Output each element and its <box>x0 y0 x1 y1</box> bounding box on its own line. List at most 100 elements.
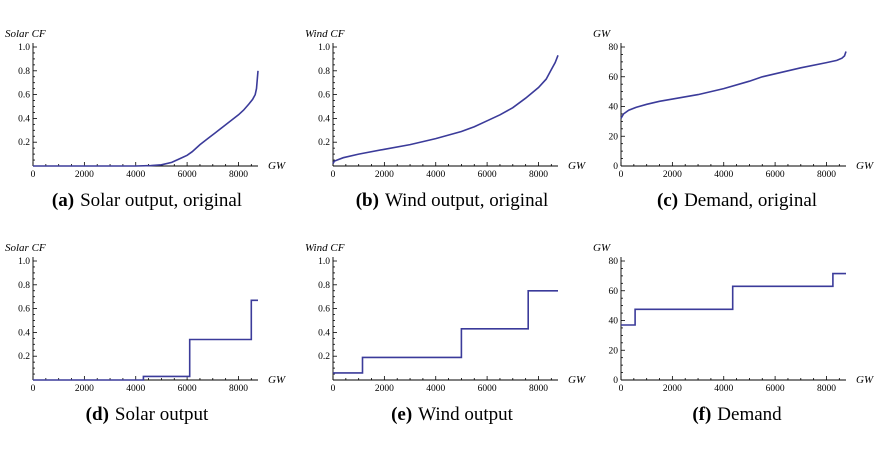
x-axis-label: GW <box>568 160 586 172</box>
x-tick-label: 2000 <box>75 170 94 180</box>
y-tick-label: 0.2 <box>318 138 330 148</box>
y-axis-label: Solar CF <box>5 242 46 254</box>
panel-caption: (b) Wind output, original <box>356 190 549 211</box>
series-line <box>333 289 558 374</box>
x-tick-label: 0 <box>31 384 36 394</box>
caption-text: Solar output <box>115 404 209 425</box>
y-tick-label: 60 <box>609 287 619 297</box>
caption-text: Demand, original <box>684 190 817 211</box>
y-tick-label: 0.8 <box>318 281 330 291</box>
y-tick-label: 60 <box>609 73 619 83</box>
y-tick-label: 80 <box>609 257 619 267</box>
x-tick-label: 2000 <box>75 384 94 394</box>
y-tick-label: 0.4 <box>318 114 330 124</box>
x-tick-label: 8000 <box>817 384 836 394</box>
x-axis-label: GW <box>268 374 286 386</box>
x-tick-label: 8000 <box>229 384 248 394</box>
y-tick-label: 0 <box>613 162 618 172</box>
x-tick-label: 8000 <box>229 170 248 180</box>
x-tick-label: 8000 <box>529 170 548 180</box>
x-tick-label: 4000 <box>126 170 145 180</box>
y-tick-label: 0.2 <box>18 352 30 362</box>
series-line <box>33 70 259 167</box>
y-tick-label: 0.6 <box>18 91 30 101</box>
x-tick-label: 0 <box>31 170 36 180</box>
y-tick-label: 0.8 <box>18 67 30 77</box>
x-tick-label: 6000 <box>178 384 197 394</box>
caption-text: Demand <box>717 404 782 425</box>
caption-letter: (a) <box>52 190 74 211</box>
chart-panel-b: 0 2000 4000 6000 8000 0.2 0.4 0.6 0.8 1.0 Wind CF G… <box>305 28 586 211</box>
caption-text: Wind output <box>418 404 513 425</box>
series-line <box>33 299 258 381</box>
chart-panel-d: 0 2000 4000 6000 8000 0.2 0.4 0.6 0.8 1.0 Solar CF… <box>5 242 286 425</box>
y-tick-label: 1.0 <box>318 43 330 53</box>
y-axis-label: Wind CF <box>305 28 345 40</box>
x-axis-label: GW <box>856 160 874 172</box>
x-tick-label: 6000 <box>478 170 497 180</box>
x-tick-label: 6000 <box>766 170 785 180</box>
chart-panel-c: 0 2000 4000 6000 8000 0 20 40 60 80 GW GW (c) Demand,… <box>593 28 874 211</box>
x-tick-label: 0 <box>331 384 336 394</box>
x-tick-label: 4000 <box>426 170 445 180</box>
x-tick-label: 6000 <box>478 384 497 394</box>
x-tick-label: 0 <box>619 384 624 394</box>
series-line <box>620 51 847 119</box>
x-tick-label: 2000 <box>663 170 682 180</box>
panel-caption: (d) Solar output <box>86 404 209 425</box>
y-tick-label: 40 <box>609 103 619 113</box>
y-tick-label: 20 <box>609 346 619 356</box>
caption-text: Wind output, original <box>385 190 548 211</box>
caption-letter: (c) <box>657 190 678 211</box>
x-tick-label: 0 <box>619 170 624 180</box>
x-tick-label: 0 <box>331 170 336 180</box>
caption-letter: (d) <box>86 404 109 425</box>
x-tick-label: 2000 <box>375 384 394 394</box>
y-tick-label: 0.2 <box>18 138 30 148</box>
chart-panel-e: 0 2000 4000 6000 8000 0.2 0.4 0.6 0.8 1.0 Wind CF G… <box>305 242 586 425</box>
x-tick-label: 4000 <box>714 384 733 394</box>
x-tick-label: 4000 <box>714 170 733 180</box>
series-line <box>332 55 559 164</box>
x-tick-label: 8000 <box>529 384 548 394</box>
x-tick-label: 8000 <box>817 170 836 180</box>
y-tick-label: 0 <box>613 376 618 386</box>
caption-letter: (e) <box>391 404 412 425</box>
x-tick-label: 2000 <box>375 170 394 180</box>
panel-caption: (e) Wind output <box>391 404 514 425</box>
y-axis-label: GW <box>593 242 611 254</box>
y-tick-label: 40 <box>609 317 619 327</box>
caption-text: Solar output, original <box>80 190 242 211</box>
caption-letter: (b) <box>356 190 379 211</box>
panel-caption: (a) Solar output, original <box>52 190 242 211</box>
x-tick-label: 4000 <box>126 384 145 394</box>
x-tick-label: 4000 <box>426 384 445 394</box>
y-tick-label: 0.4 <box>18 114 30 124</box>
x-axis-label: GW <box>856 374 874 386</box>
x-axis-label: GW <box>268 160 286 172</box>
x-tick-label: 6000 <box>178 170 197 180</box>
panel-caption: (f) Demand <box>692 404 782 425</box>
y-tick-label: 0.6 <box>318 91 330 101</box>
caption-letter: (f) <box>692 404 711 425</box>
x-tick-label: 2000 <box>663 384 682 394</box>
y-tick-label: 0.4 <box>318 328 330 338</box>
y-tick-label: 0.8 <box>318 67 330 77</box>
y-tick-label: 1.0 <box>18 257 30 267</box>
y-tick-label: 80 <box>609 43 619 53</box>
chart-panel-a: 0 2000 4000 6000 8000 0.2 0.4 0.6 0.8 1.0 Solar CF… <box>5 28 286 211</box>
y-tick-label: 0.6 <box>18 305 30 315</box>
panel-caption: (c) Demand, original <box>657 190 817 211</box>
y-tick-label: 20 <box>609 132 619 142</box>
y-tick-label: 1.0 <box>18 43 30 53</box>
series-line <box>621 272 846 326</box>
y-tick-label: 0.2 <box>318 352 330 362</box>
y-tick-label: 0.8 <box>18 281 30 291</box>
y-tick-label: 0.4 <box>18 328 30 338</box>
y-axis-label: Wind CF <box>305 242 345 254</box>
x-axis-label: GW <box>568 374 586 386</box>
x-tick-label: 6000 <box>766 384 785 394</box>
y-axis-label: Solar CF <box>5 28 46 40</box>
y-axis-label: GW <box>593 28 611 40</box>
